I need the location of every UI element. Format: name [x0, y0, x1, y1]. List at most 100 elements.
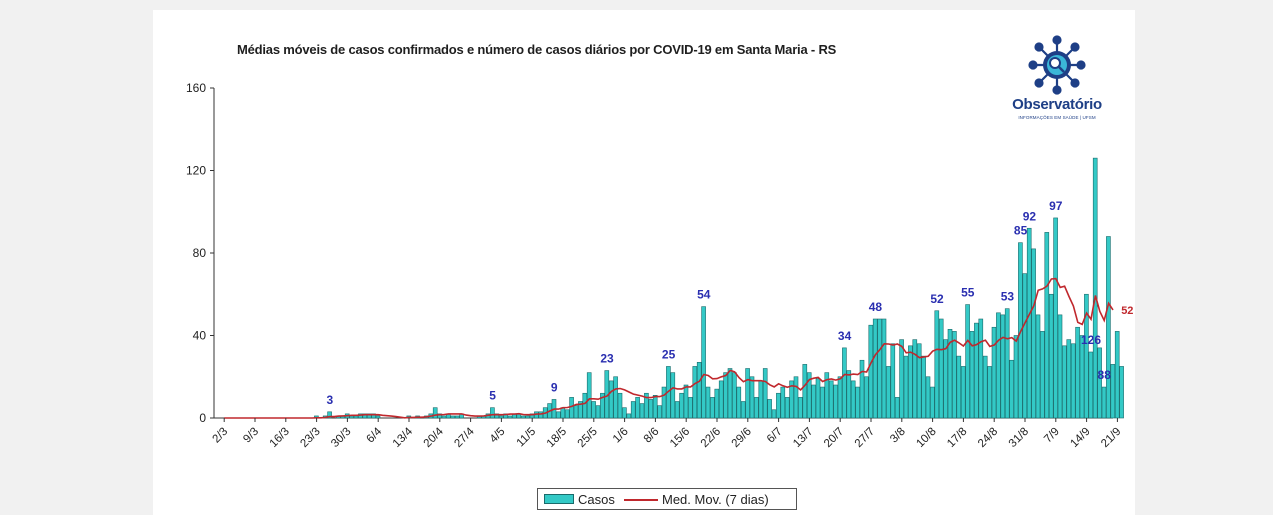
x-tick-label: 21/9	[1099, 426, 1123, 450]
bar	[1013, 335, 1019, 419]
bar	[925, 376, 931, 419]
x-tick-label: 23/3	[298, 426, 322, 450]
bar	[877, 318, 882, 419]
bar	[617, 392, 623, 419]
bar	[1114, 331, 1120, 419]
bar	[591, 401, 596, 419]
bar	[930, 386, 935, 419]
bar	[868, 324, 874, 419]
bar	[960, 366, 966, 419]
bar	[1040, 331, 1045, 419]
bar	[1031, 248, 1036, 419]
bar	[622, 407, 627, 419]
bar	[718, 380, 724, 419]
bar	[688, 397, 693, 419]
bar	[872, 318, 878, 419]
bar	[639, 403, 645, 419]
bar-data-label: 48	[869, 300, 883, 314]
x-tick-label: 3/8	[888, 426, 908, 446]
bar-data-label: 9	[551, 380, 558, 394]
bar	[564, 409, 570, 419]
bar	[674, 401, 680, 419]
x-tick-label: 9/3	[241, 426, 261, 446]
bar	[974, 322, 979, 419]
bar	[758, 380, 764, 419]
bar	[644, 392, 649, 419]
bar	[1110, 364, 1116, 419]
bar	[582, 392, 588, 419]
bar	[824, 372, 830, 419]
bar	[375, 415, 381, 419]
bar	[560, 407, 566, 419]
bar	[815, 378, 821, 419]
bar	[635, 397, 640, 419]
x-tick-label: 16/3	[268, 426, 292, 450]
bar	[710, 397, 715, 419]
bar	[833, 384, 838, 419]
bar	[573, 405, 579, 419]
bar	[859, 359, 865, 419]
chart-card: Médias móveis de casos confirmados e núm…	[153, 10, 1135, 515]
bar	[934, 310, 940, 419]
x-tick-label: 25/5	[576, 426, 600, 450]
bar	[732, 372, 737, 419]
bar	[1009, 359, 1014, 419]
bar	[1106, 236, 1111, 419]
bar-data-label: 23	[600, 352, 614, 366]
chart-plot: 0 40 80 120 160 2/3 9/3 16/3 23/3 30/3 6/4 13/4 20/4…	[186, 81, 1133, 450]
bar	[648, 399, 654, 419]
bar-data-label: 88	[1098, 368, 1112, 382]
bar	[507, 415, 513, 419]
legend-swatch-casos	[544, 494, 574, 504]
bar	[1053, 217, 1058, 419]
bar	[670, 372, 676, 419]
bar	[784, 397, 790, 419]
y-tick-label: 120	[186, 164, 206, 178]
x-tick-label: 13/4	[391, 425, 416, 450]
bar	[626, 413, 632, 419]
bar	[894, 397, 900, 419]
x-tick-label: 20/4	[422, 425, 447, 450]
y-tick-label: 160	[186, 81, 206, 95]
bar	[1079, 335, 1085, 419]
chart-title: Médias móveis de casos confirmados e núm…	[237, 42, 837, 57]
bar-data-label: 5	[489, 389, 496, 403]
x-tick-label: 17/8	[945, 426, 969, 450]
bar-data-label: 97	[1049, 199, 1063, 213]
bar	[1101, 386, 1107, 419]
bar	[652, 395, 658, 419]
bar	[1070, 343, 1076, 419]
bar-data-label: 92	[1023, 209, 1037, 223]
x-tick-label: 27/7	[853, 426, 877, 450]
bar	[327, 411, 332, 419]
bar	[613, 376, 618, 419]
bar	[996, 312, 1001, 419]
x-tick-label: 4/5	[488, 426, 508, 446]
x-tick-label: 8/6	[642, 426, 662, 446]
bar	[441, 415, 447, 419]
bar	[965, 304, 970, 419]
bar	[1000, 314, 1006, 419]
bar	[745, 368, 750, 419]
bar-data-label: 53	[1001, 290, 1015, 304]
bar	[701, 306, 706, 419]
bar	[1044, 232, 1050, 419]
bar	[749, 376, 755, 419]
bar	[754, 397, 759, 419]
bar	[767, 399, 772, 419]
bar	[1026, 227, 1032, 419]
x-tick-label: 31/8	[1007, 426, 1031, 450]
bar	[723, 372, 728, 419]
bar	[762, 368, 768, 419]
bar	[657, 405, 662, 419]
x-tick-label: 6/7	[765, 426, 785, 446]
bar	[353, 415, 359, 419]
bar	[921, 355, 926, 419]
bar	[780, 386, 786, 419]
bar	[490, 407, 495, 419]
bar	[956, 355, 962, 419]
bar	[578, 401, 583, 419]
bar-data-label: 34	[838, 329, 852, 343]
bar	[498, 415, 504, 419]
bar	[569, 397, 574, 419]
